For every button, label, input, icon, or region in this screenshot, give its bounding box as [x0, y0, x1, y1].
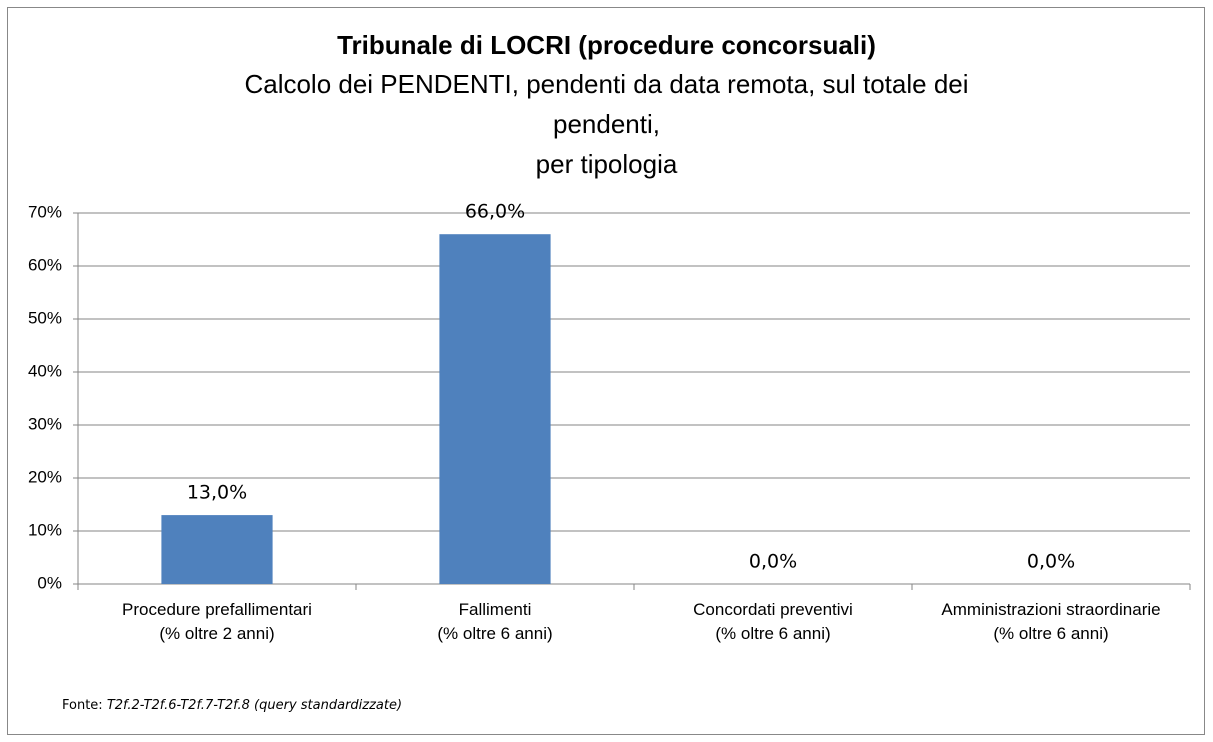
- source-label: Fonte:: [62, 698, 103, 713]
- data-label: 66,0%: [465, 201, 525, 223]
- source-text: T2f.2-T2f.6-T2f.7-T2f.8 (query standardi…: [106, 698, 403, 713]
- bar: [161, 515, 273, 584]
- bar: [439, 234, 551, 584]
- y-tick-label: 0%: [37, 573, 62, 592]
- x-tick-label: Procedure prefallimentari (% oltre 2 ann…: [122, 600, 312, 643]
- x-tick-label: Fallimenti (% oltre 6 anni): [437, 600, 553, 643]
- chart-border: [7, 7, 1205, 735]
- x-tick-label: Amministrazioni straordinarie (% oltre 6…: [941, 600, 1161, 643]
- data-label: 13,0%: [187, 482, 247, 504]
- chart-title: Tribunale di LOCRI (procedure concorsual…: [337, 30, 876, 60]
- y-tick-label: 60%: [28, 255, 62, 274]
- y-tick-label: 70%: [28, 202, 62, 221]
- y-tick-label: 40%: [28, 361, 62, 380]
- y-tick-label: 10%: [28, 520, 62, 539]
- data-label: 0,0%: [1027, 551, 1075, 573]
- y-tick-label: 20%: [28, 467, 62, 486]
- source-note: Fonte: T2f.2-T2f.6-T2f.7-T2f.8 (query st…: [62, 698, 402, 713]
- y-tick-label: 50%: [28, 308, 62, 327]
- x-tick-label: Concordati preventivi (% oltre 6 anni): [693, 600, 853, 643]
- data-label: 0,0%: [749, 551, 797, 573]
- y-tick-label: 30%: [28, 414, 62, 433]
- chart-subtitle: Calcolo dei PENDENTI, pendenti da data r…: [244, 69, 969, 179]
